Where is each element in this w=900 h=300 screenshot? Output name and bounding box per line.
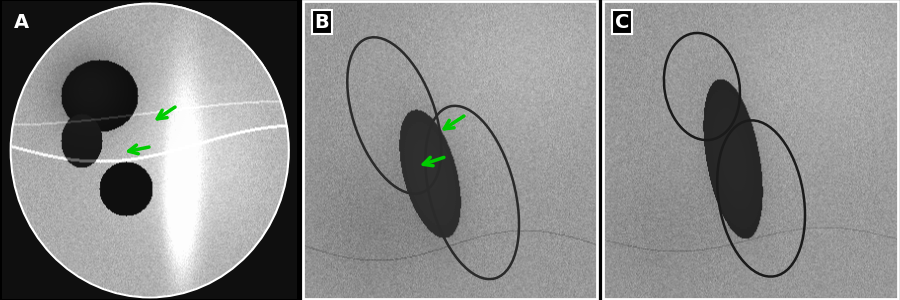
Bar [603, 1, 898, 299]
Text: C: C [615, 13, 629, 32]
Bar [302, 1, 598, 299]
Text: B: B [314, 13, 329, 32]
Text: A: A [14, 13, 29, 32]
